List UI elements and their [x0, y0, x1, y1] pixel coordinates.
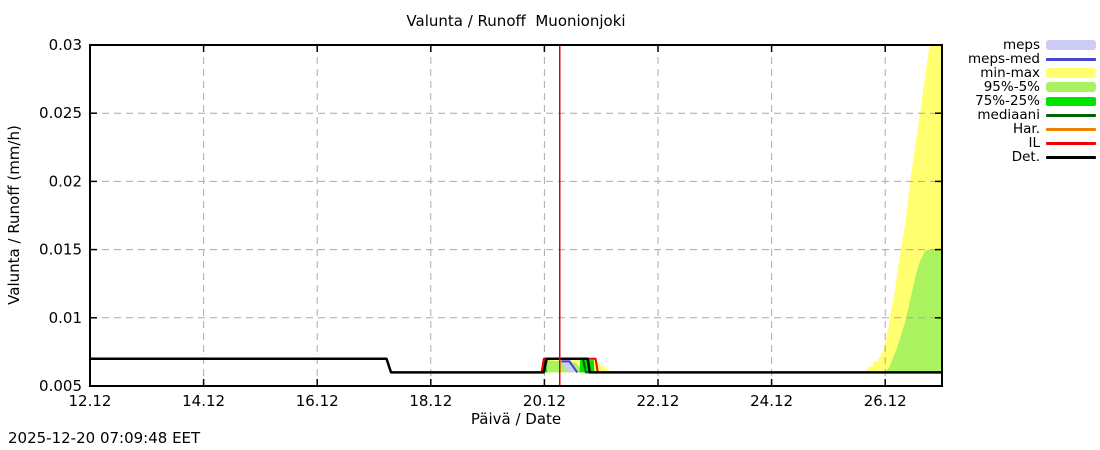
legend-item-mediaani: mediaani [966, 108, 1096, 122]
y-axis-title: Valunta / Runoff (mm/h) [5, 125, 23, 305]
legend-label: min-max [980, 65, 1040, 81]
x-tick-label: 24.12 [750, 392, 793, 410]
legend-item-il: IL [966, 136, 1096, 150]
band-955 [885, 249, 942, 373]
x-tick-label: 18.12 [409, 392, 452, 410]
x-tick-label: 16.12 [296, 392, 339, 410]
legend-swatch-line [1046, 127, 1096, 131]
legend-swatch-band [1046, 68, 1096, 78]
legend-item-meps: meps [966, 38, 1096, 52]
legend-item-meps-med: meps-med [966, 52, 1096, 66]
legend-label: 95%-5% [983, 79, 1040, 95]
series-mepsmed [561, 360, 579, 373]
x-tick-label: 14.12 [182, 392, 225, 410]
x-tick-label: 12.12 [69, 392, 112, 410]
legend-label: meps [1002, 37, 1040, 53]
legend-swatch-band [1046, 40, 1096, 50]
y-tick-label: 0.02 [49, 172, 82, 190]
plot-border [89, 44, 943, 387]
legend-label: Det. [1011, 149, 1040, 165]
y-tick-label: 0.015 [39, 241, 82, 259]
x-axis-title: Päivä / Date [470, 410, 562, 428]
x-tick-label: 22.12 [637, 392, 680, 410]
legend-label: Har. [1012, 121, 1040, 137]
legend-swatch-line [1046, 155, 1096, 159]
legend-item-det-: Det. [966, 150, 1096, 164]
y-tick-label: 0.005 [39, 377, 82, 395]
legend-swatch-line [1046, 141, 1096, 145]
legend: meps meps-med min-max 95%-5% 75%-25% mediaani… [966, 38, 1096, 164]
legend-label: 75%-25% [975, 93, 1040, 109]
x-tick-label: 20.12 [523, 392, 566, 410]
x-tick-label: 26.12 [864, 392, 907, 410]
series-det [90, 357, 942, 374]
legend-label: meps-med [968, 51, 1040, 67]
y-tick-label: 0.03 [49, 36, 82, 54]
legend-swatch-line [1046, 113, 1096, 117]
chart-title: Valunta / Runoff Muonionjoki [406, 12, 626, 30]
generation-timestamp: 2025-12-20 07:09:48 EET [8, 429, 201, 447]
legend-swatch-line [1046, 57, 1096, 61]
legend-swatch-band [1046, 82, 1096, 92]
legend-item-min-max: min-max [966, 66, 1096, 80]
y-tick-label: 0.01 [49, 309, 82, 327]
legend-label: mediaani [977, 107, 1040, 123]
legend-item-har-: Har. [966, 122, 1096, 136]
legend-item-75-25-: 75%-25% [966, 94, 1096, 108]
y-tick-label: 0.025 [39, 104, 82, 122]
legend-item-95-5-: 95%-5% [966, 80, 1096, 94]
legend-swatch-band [1046, 96, 1096, 106]
legend-label: IL [1028, 135, 1040, 151]
